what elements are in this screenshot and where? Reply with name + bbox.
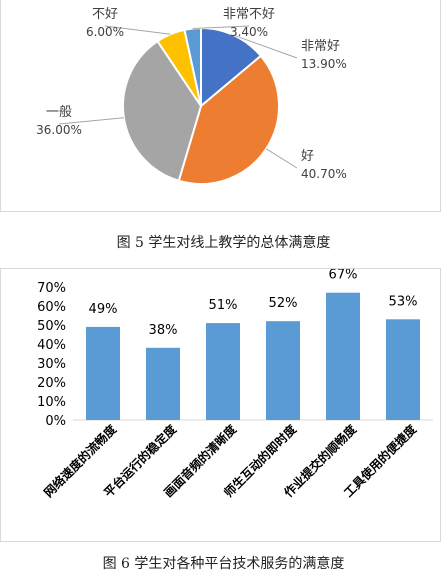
bar-figure-caption: 图 6 学生对各种平台技术服务的满意度 (102, 556, 345, 572)
pie-value-label-3: 36.00% (36, 123, 82, 137)
bar-3 (206, 323, 240, 420)
bar-6 (386, 319, 420, 420)
bar-value-label-2: 38% (149, 323, 178, 338)
pie-leader-line-3 (58, 117, 124, 125)
bar-value-label-4: 52% (269, 296, 298, 311)
pie-leader-line-5 (192, 25, 250, 29)
bar-value-label-3: 51% (209, 298, 238, 313)
pie-value-label-4: 6.00% (86, 25, 124, 39)
bar-5 (326, 292, 360, 420)
pie-leader-line-2 (265, 148, 298, 169)
pie-category-label-2: 好 (301, 149, 314, 164)
y-tick-label: 30% (37, 357, 66, 372)
y-tick-label: 10% (37, 395, 66, 410)
pie-category-label-1: 非常好 (301, 39, 340, 54)
y-tick-label: 50% (37, 319, 66, 334)
bar-value-label-1: 49% (89, 302, 118, 317)
pie-value-label-5: 3.40% (230, 25, 268, 39)
y-tick-label: 20% (37, 376, 66, 391)
y-tick-label: 70% (37, 281, 66, 296)
y-tick-label: 40% (37, 338, 66, 353)
pie-chart: 非常好 13.90% 好 40.70% 一般 36.00% 不好 6.00% 非常不好 3.40% (36, 7, 347, 185)
pie-leader-line-1 (233, 34, 298, 59)
pie-value-label-1: 13.90% (301, 57, 347, 71)
pie-chart-panel: 非常好 13.90% 好 40.70% 一般 36.00% 不好 6.00% 非常不好 3.40% (0, 0, 441, 212)
bar-value-label-6: 53% (389, 294, 418, 309)
pie-category-label-5: 非常不好 (223, 7, 275, 22)
bar-4 (266, 321, 300, 420)
bar-1 (86, 326, 120, 420)
pie-category-label-4: 不好 (92, 7, 118, 22)
y-tick-label: 0% (45, 414, 66, 429)
bar-chart-panel: 0% 10% 20% 30% 40% 50% 60% 70% 49% 网络速度的流畅度 38% 平台运… (0, 268, 441, 542)
bar-value-label-5: 67% (329, 269, 358, 283)
pie-value-label-2: 40.70% (301, 167, 347, 181)
pie-category-label-3: 一般 (46, 104, 72, 120)
pie-leader-line-4 (104, 25, 171, 35)
bar-chart: 0%10%20%30%40%50%60%70%49%网络速度的流畅度38%平台运… (37, 268, 433, 500)
y-tick-label: 60% (37, 300, 66, 315)
bar-2 (146, 347, 180, 420)
pie-figure-caption: 图 5 学生对线上教学的总体满意度 (116, 235, 331, 251)
